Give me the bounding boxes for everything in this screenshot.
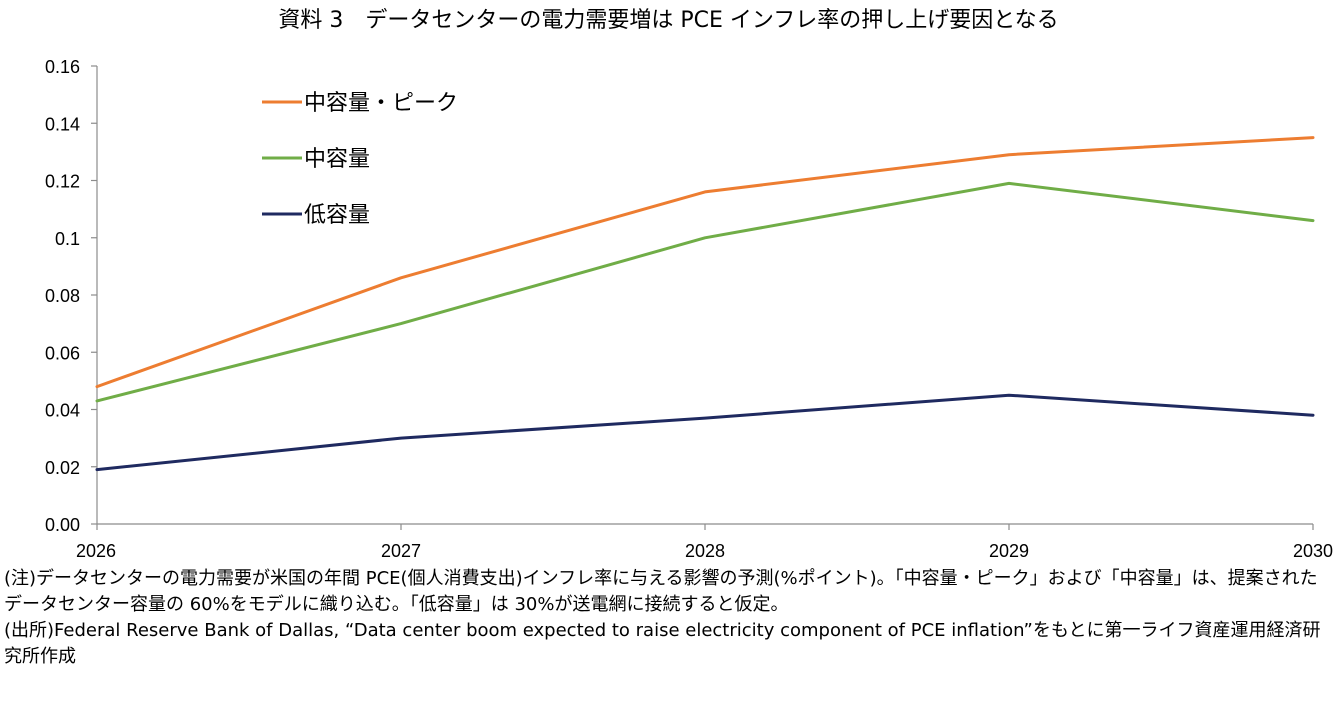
series-line-3	[95, 393, 1315, 472]
chart-title: 資料 3 データセンターの電力需要増は PCE インフレ率の押し上げ要因となる	[278, 8, 1059, 33]
series-lines	[95, 136, 1315, 472]
y-tick-label: 0.14	[45, 114, 80, 134]
y-tick-label: 0.16	[45, 57, 80, 77]
legend-label-1: 中容量・ピーク	[304, 90, 458, 115]
footnotes: (注)データセンターの電力需要が米国の年間 PCE(個人消費支出)インフレ率に与…	[4, 566, 1334, 670]
y-tick-label: 0.1	[55, 229, 80, 249]
x-tick-label: 2029	[989, 541, 1029, 561]
x-tick-label: 2026	[76, 541, 116, 561]
y-tick-label: 0.06	[45, 343, 80, 363]
y-axis-ticks: 0.00 0.02 0.04 0.06 0.08 0.1 0.12 0.14 0.16	[45, 57, 97, 535]
legend-label-3: 低容量	[304, 202, 370, 227]
chart-axes	[96, 66, 1313, 525]
y-tick-label: 0.00	[45, 515, 80, 535]
chart-source: (出所)Federal Reserve Bank of Dallas, “Dat…	[4, 620, 1321, 667]
line-chart: 0.00 0.02 0.04 0.06 0.08 0.1 0.12 0.14 0.16 2026…	[45, 57, 1333, 561]
x-tick-label: 2030	[1293, 541, 1333, 561]
y-tick-label: 0.12	[45, 172, 80, 192]
legend-label-2: 中容量	[304, 146, 370, 171]
series-line-1	[95, 136, 1315, 389]
x-axis-ticks: 2026 2027 2028 2029 2030	[76, 524, 1333, 561]
y-tick-label: 0.02	[45, 458, 80, 478]
y-tick-label: 0.08	[45, 286, 80, 306]
x-tick-label: 2028	[685, 541, 725, 561]
series-line-2	[95, 181, 1315, 403]
chart-note: (注)データセンターの電力需要が米国の年間 PCE(個人消費支出)インフレ率に与…	[4, 568, 1318, 615]
y-tick-label: 0.04	[45, 401, 80, 421]
x-tick-label: 2027	[381, 541, 421, 561]
